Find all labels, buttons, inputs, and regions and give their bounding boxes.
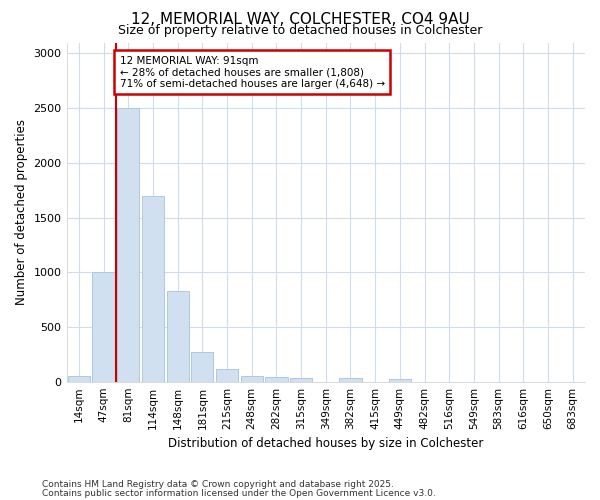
Text: Contains HM Land Registry data © Crown copyright and database right 2025.: Contains HM Land Registry data © Crown c… [42, 480, 394, 489]
Bar [340, 378, 362, 382]
X-axis label: Distribution of detached houses by size in Colchester: Distribution of detached houses by size … [168, 437, 484, 450]
Bar [167, 291, 189, 382]
Y-axis label: Number of detached properties: Number of detached properties [15, 119, 28, 305]
Text: 12 MEMORIAL WAY: 91sqm
← 28% of detached houses are smaller (1,808)
71% of semi-: 12 MEMORIAL WAY: 91sqm ← 28% of detached… [119, 56, 385, 89]
Text: Size of property relative to detached houses in Colchester: Size of property relative to detached ho… [118, 24, 482, 37]
Bar [216, 368, 238, 382]
Bar [117, 108, 139, 382]
Bar [68, 376, 90, 382]
Bar [241, 376, 263, 382]
Bar [290, 378, 312, 382]
Text: 12, MEMORIAL WAY, COLCHESTER, CO4 9AU: 12, MEMORIAL WAY, COLCHESTER, CO4 9AU [131, 12, 469, 28]
Bar [142, 196, 164, 382]
Bar [265, 378, 287, 382]
Bar [389, 380, 411, 382]
Bar [92, 272, 115, 382]
Bar [191, 352, 214, 382]
Text: Contains public sector information licensed under the Open Government Licence v3: Contains public sector information licen… [42, 489, 436, 498]
